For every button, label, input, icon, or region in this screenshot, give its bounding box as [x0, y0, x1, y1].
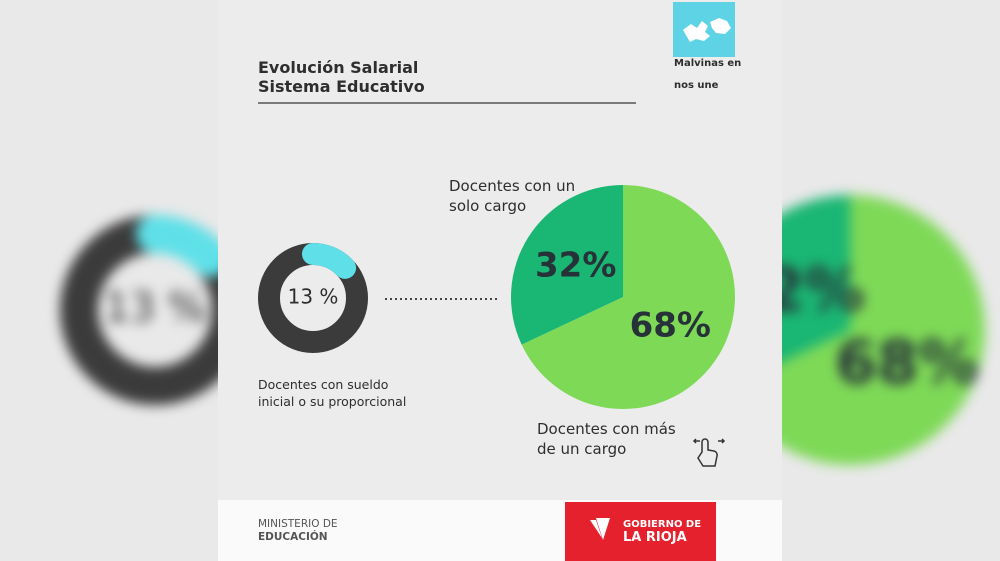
donut-segment	[302, 243, 357, 279]
government-line: GOBIERNO DE	[623, 519, 702, 530]
ministry: MINISTERIO DE EDUCACIÓN	[258, 518, 338, 544]
pie-category-label: Docentes con más de un cargo	[537, 420, 676, 458]
rioja-icon	[590, 518, 610, 540]
pie-value-label: 68%	[835, 328, 979, 398]
ministry-line: EDUCACIÓN	[258, 531, 328, 543]
infographic-card: 13 % 68% 32% Evolución Salarial Sistema Ed…	[218, 0, 782, 561]
pie-slice	[521, 185, 735, 409]
ministry-line: MINISTERIO DE	[258, 518, 338, 530]
government-badge	[565, 502, 716, 561]
title-line: Sistema Educativo	[258, 77, 425, 96]
government-line: LA RIOJA	[623, 530, 687, 545]
pie-slice	[727, 195, 985, 465]
title-line: Evolución Salarial	[258, 58, 419, 77]
donut-value-label: 13 %	[288, 285, 339, 309]
government: GOBIERNO DE LA RIOJA	[623, 518, 701, 544]
donut-label: Docentes con sueldo inicial o su proporc…	[258, 377, 407, 409]
chart-area: 13 % 68% 32%	[218, 2, 782, 561]
pie-value-label: 32%	[535, 245, 616, 285]
donut-value-label: 13 %	[104, 285, 206, 331]
pie-category-label: Docentes con un solo cargo	[449, 177, 576, 215]
logo-line: nos une	[674, 80, 719, 91]
logo-text: Malvinas en nos une	[674, 57, 741, 92]
header-title: Evolución Salarial Sistema Educativo	[258, 58, 425, 96]
pie-value-label: 68%	[630, 306, 711, 346]
pie-slice	[511, 185, 623, 345]
swipe-icon	[692, 438, 726, 467]
islands-icon	[683, 18, 731, 42]
logo-line: Malvinas en	[674, 58, 742, 69]
donut-segment	[136, 215, 230, 277]
